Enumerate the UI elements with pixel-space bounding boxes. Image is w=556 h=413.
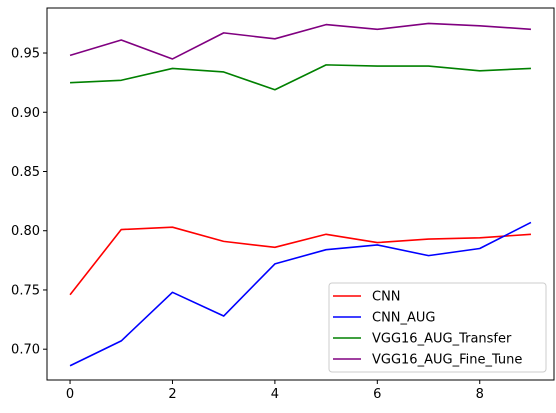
legend: CNN CNN_AUG VGG16_AUG_Transfer VGG16_AUG_Fi… (328, 282, 547, 373)
legend-label: VGG16_AUG_Transfer (372, 332, 512, 347)
plot-frame (46, 7, 555, 381)
y-tick-label: 0.95 (11, 47, 40, 62)
legend-label: VGG16_AUG_Fine_Tune (372, 353, 522, 368)
y-tick-label: 0.85 (11, 165, 40, 180)
x-tick-label: 6 (373, 387, 381, 402)
y-tick-label: 0.80 (11, 224, 40, 239)
y-tick-label: 0.90 (11, 106, 40, 121)
y-tick-label: 0.75 (11, 283, 40, 298)
legend-label: CNN_AUG (372, 311, 436, 326)
legend-box (328, 282, 547, 373)
series-line-vgg16-aug-transfer (70, 64, 531, 91)
legend-label: CNN (372, 290, 401, 305)
series-line-cnn-aug (69, 221, 532, 367)
x-tick-label: 0 (66, 387, 74, 402)
y-axis: 0.70 0.75 0.80 0.85 0.90 0.95 (11, 47, 47, 358)
x-tick-label: 8 (476, 387, 484, 402)
x-tick-label: 2 (168, 387, 176, 402)
x-tick-label: 4 (271, 387, 279, 402)
x-axis: 0 2 4 6 8 (66, 380, 484, 402)
series-line-cnn (69, 226, 532, 296)
y-tick-label: 0.70 (11, 343, 40, 358)
series-lines (69, 22, 532, 367)
series-line-vgg16-aug-fine-tune (69, 22, 532, 60)
